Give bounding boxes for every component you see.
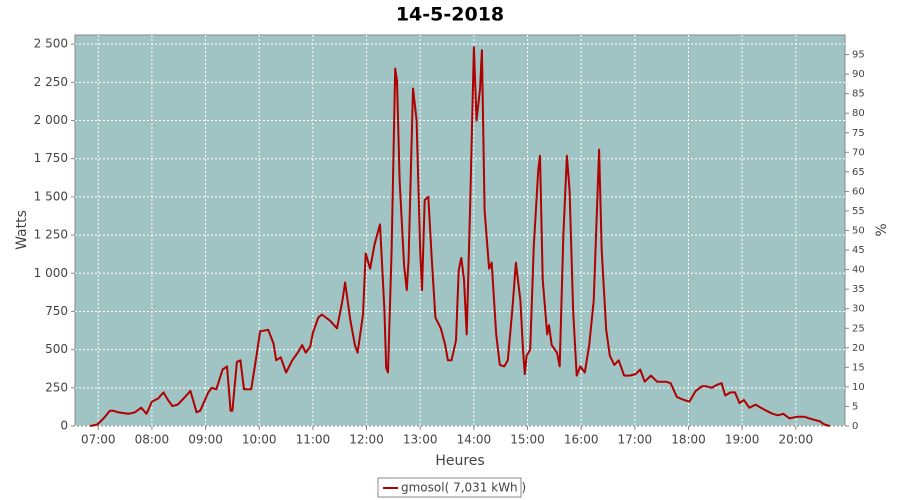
y-tick-label: 250: [45, 380, 68, 394]
y-tick-label: 2 500: [34, 37, 68, 51]
x-tick-label: 19:00: [725, 433, 760, 447]
y2-tick-label: 70: [852, 147, 865, 158]
y2-tick-label: 15: [852, 362, 865, 373]
y2-axis-label: %: [874, 223, 890, 236]
legend-label: gmosol( 7,031 kWh ): [401, 481, 526, 495]
x-tick-label: 10:00: [242, 433, 277, 447]
y-axis-label: Watts: [14, 210, 30, 250]
x-tick-label: 16:00: [564, 433, 599, 447]
x-tick-label: 08:00: [135, 433, 170, 447]
x-tick-label: 09:00: [188, 433, 223, 447]
y-tick-label: 0: [60, 419, 68, 433]
y-tick-label: 500: [45, 342, 68, 356]
y2-tick-label: 75: [852, 128, 865, 139]
x-tick-label: 11:00: [296, 433, 331, 447]
y2-tick-label: 35: [852, 284, 865, 295]
y2-tick-label: 25: [852, 323, 865, 334]
y-tick-label: 1 000: [34, 266, 68, 280]
y-tick-label: 2 000: [34, 113, 68, 127]
x-tick-label: 20:00: [779, 433, 814, 447]
x-tick-label: 07:00: [81, 433, 116, 447]
y2-tick-label: 90: [852, 69, 865, 80]
y-tick-label: 1 500: [34, 189, 68, 203]
chart-title: 14-5-2018: [396, 4, 504, 26]
plot-area: [74, 34, 846, 427]
y2-tick-label: 0: [852, 421, 858, 432]
legend-box: [377, 477, 522, 498]
y2-tick-label: 95: [852, 50, 865, 61]
y-tick-label: 2 250: [34, 75, 68, 89]
y2-tick-label: 5: [852, 401, 858, 412]
y2-tick-label: 55: [852, 206, 865, 217]
x-tick-label: 15:00: [510, 433, 545, 447]
x-tick-label: 12:00: [349, 433, 384, 447]
y2-tick-label: 85: [852, 89, 865, 100]
x-tick-label: 17:00: [618, 433, 653, 447]
series-line: [89, 46, 831, 427]
x-tick-label: 18:00: [671, 433, 706, 447]
y2-tick-label: 45: [852, 245, 865, 256]
y2-tick-label: 20: [852, 343, 865, 354]
y-tick-label: 1 250: [34, 228, 68, 242]
y2-tick-label: 30: [852, 304, 865, 315]
x-axis-label: Heures: [435, 453, 484, 469]
y2-tick-label: 65: [852, 167, 865, 178]
y2-tick-label: 10: [852, 382, 865, 393]
x-tick-label: 14:00: [457, 433, 492, 447]
y-tick-label: 1 750: [34, 151, 68, 165]
y2-tick-label: 60: [852, 186, 865, 197]
y-tick-label: 750: [45, 304, 68, 318]
y2-tick-label: 80: [852, 108, 865, 119]
x-tick-label: 13:00: [403, 433, 438, 447]
y2-tick-label: 50: [852, 226, 865, 237]
y2-tick-label: 40: [852, 265, 865, 276]
